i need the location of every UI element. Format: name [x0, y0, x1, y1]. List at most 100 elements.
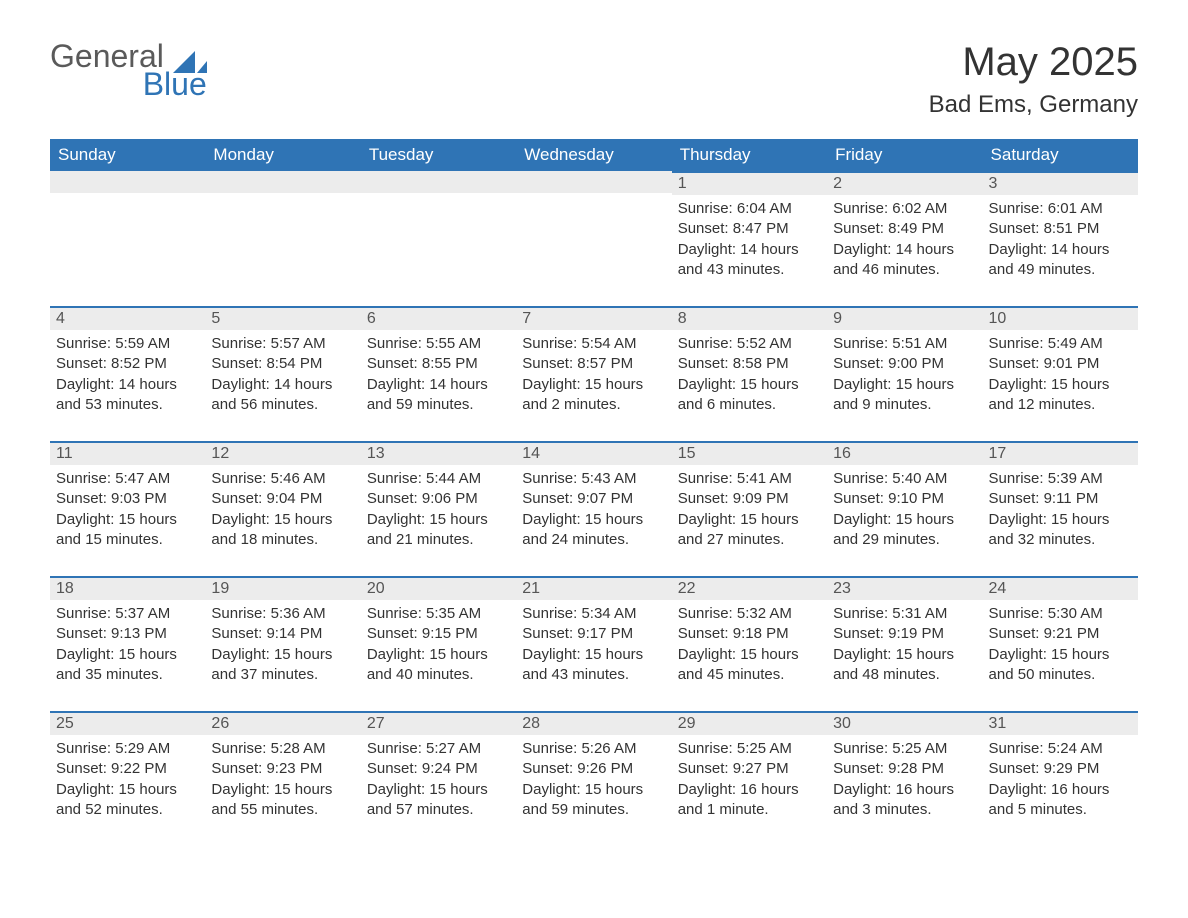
sunset-text: Sunset: 8:49 PM: [833, 219, 976, 239]
day-content: Sunrise: 6:01 AMSunset: 8:51 PMDaylight:…: [983, 195, 1138, 288]
sunset-text: Sunset: 9:11 PM: [989, 489, 1132, 509]
sunrise-text: Sunrise: 5:43 AM: [522, 469, 665, 489]
daylight-text: Daylight: 15 hours and 48 minutes.: [833, 645, 976, 686]
sunset-text: Sunset: 9:24 PM: [367, 759, 510, 779]
day-number: 18: [50, 576, 205, 600]
day-number: 4: [50, 306, 205, 330]
daylight-text: Daylight: 16 hours and 1 minute.: [678, 780, 821, 821]
calendar-cell: 2Sunrise: 6:02 AMSunset: 8:49 PMDaylight…: [827, 171, 982, 306]
calendar-cell: 20Sunrise: 5:35 AMSunset: 9:15 PMDayligh…: [361, 576, 516, 711]
sunrise-text: Sunrise: 5:57 AM: [211, 334, 354, 354]
empty-day-bar: [361, 171, 516, 193]
sunrise-text: Sunrise: 5:59 AM: [56, 334, 199, 354]
day-content: Sunrise: 5:41 AMSunset: 9:09 PMDaylight:…: [672, 465, 827, 558]
calendar-cell: [361, 171, 516, 306]
daylight-text: Daylight: 14 hours and 46 minutes.: [833, 240, 976, 281]
calendar-cell: 21Sunrise: 5:34 AMSunset: 9:17 PMDayligh…: [516, 576, 671, 711]
day-number: 12: [205, 441, 360, 465]
daylight-text: Daylight: 15 hours and 32 minutes.: [989, 510, 1132, 551]
calendar-cell: [516, 171, 671, 306]
day-content: Sunrise: 5:27 AMSunset: 9:24 PMDaylight:…: [361, 735, 516, 828]
daylight-text: Daylight: 15 hours and 40 minutes.: [367, 645, 510, 686]
sunrise-text: Sunrise: 5:37 AM: [56, 604, 199, 624]
calendar-week-row: 25Sunrise: 5:29 AMSunset: 9:22 PMDayligh…: [50, 711, 1138, 846]
sunrise-text: Sunrise: 5:40 AM: [833, 469, 976, 489]
sunset-text: Sunset: 9:27 PM: [678, 759, 821, 779]
logo: General Blue: [50, 40, 207, 100]
day-content: Sunrise: 5:47 AMSunset: 9:03 PMDaylight:…: [50, 465, 205, 558]
sunrise-text: Sunrise: 5:24 AM: [989, 739, 1132, 759]
day-content: Sunrise: 5:32 AMSunset: 9:18 PMDaylight:…: [672, 600, 827, 693]
daylight-text: Daylight: 15 hours and 27 minutes.: [678, 510, 821, 551]
sunrise-text: Sunrise: 5:27 AM: [367, 739, 510, 759]
col-monday: Monday: [205, 139, 360, 171]
sunset-text: Sunset: 8:58 PM: [678, 354, 821, 374]
sunrise-text: Sunrise: 5:39 AM: [989, 469, 1132, 489]
day-content: Sunrise: 6:04 AMSunset: 8:47 PMDaylight:…: [672, 195, 827, 288]
sunset-text: Sunset: 9:14 PM: [211, 624, 354, 644]
daylight-text: Daylight: 15 hours and 57 minutes.: [367, 780, 510, 821]
calendar-body: 1Sunrise: 6:04 AMSunset: 8:47 PMDaylight…: [50, 171, 1138, 846]
logo-flag-icon: [173, 51, 207, 73]
sunset-text: Sunset: 9:04 PM: [211, 489, 354, 509]
title-location: Bad Ems, Germany: [929, 91, 1138, 119]
day-content: Sunrise: 5:43 AMSunset: 9:07 PMDaylight:…: [516, 465, 671, 558]
sunrise-text: Sunrise: 5:51 AM: [833, 334, 976, 354]
day-content: Sunrise: 5:31 AMSunset: 9:19 PMDaylight:…: [827, 600, 982, 693]
day-content: Sunrise: 5:59 AMSunset: 8:52 PMDaylight:…: [50, 330, 205, 423]
sunrise-text: Sunrise: 5:28 AM: [211, 739, 354, 759]
daylight-text: Daylight: 15 hours and 55 minutes.: [211, 780, 354, 821]
sunrise-text: Sunrise: 5:34 AM: [522, 604, 665, 624]
sunset-text: Sunset: 9:23 PM: [211, 759, 354, 779]
daylight-text: Daylight: 15 hours and 45 minutes.: [678, 645, 821, 686]
day-number: 20: [361, 576, 516, 600]
day-number: 19: [205, 576, 360, 600]
sunrise-text: Sunrise: 5:54 AM: [522, 334, 665, 354]
sunrise-text: Sunrise: 5:25 AM: [678, 739, 821, 759]
calendar-table: Sunday Monday Tuesday Wednesday Thursday…: [50, 139, 1138, 846]
sunrise-text: Sunrise: 5:46 AM: [211, 469, 354, 489]
daylight-text: Daylight: 15 hours and 29 minutes.: [833, 510, 976, 551]
daylight-text: Daylight: 15 hours and 2 minutes.: [522, 375, 665, 416]
daylight-text: Daylight: 15 hours and 43 minutes.: [522, 645, 665, 686]
calendar-header-row: Sunday Monday Tuesday Wednesday Thursday…: [50, 139, 1138, 171]
day-content: Sunrise: 5:35 AMSunset: 9:15 PMDaylight:…: [361, 600, 516, 693]
calendar-cell: 18Sunrise: 5:37 AMSunset: 9:13 PMDayligh…: [50, 576, 205, 711]
sunset-text: Sunset: 9:09 PM: [678, 489, 821, 509]
sunset-text: Sunset: 8:57 PM: [522, 354, 665, 374]
sunset-text: Sunset: 9:22 PM: [56, 759, 199, 779]
day-number: 27: [361, 711, 516, 735]
daylight-text: Daylight: 15 hours and 50 minutes.: [989, 645, 1132, 686]
calendar-cell: [205, 171, 360, 306]
day-content: Sunrise: 5:25 AMSunset: 9:27 PMDaylight:…: [672, 735, 827, 828]
day-content: Sunrise: 5:26 AMSunset: 9:26 PMDaylight:…: [516, 735, 671, 828]
day-content: Sunrise: 5:44 AMSunset: 9:06 PMDaylight:…: [361, 465, 516, 558]
calendar-cell: 14Sunrise: 5:43 AMSunset: 9:07 PMDayligh…: [516, 441, 671, 576]
sunrise-text: Sunrise: 6:04 AM: [678, 199, 821, 219]
day-content: Sunrise: 5:46 AMSunset: 9:04 PMDaylight:…: [205, 465, 360, 558]
logo-text: General Blue: [50, 40, 207, 100]
day-number: 7: [516, 306, 671, 330]
day-content: Sunrise: 5:51 AMSunset: 9:00 PMDaylight:…: [827, 330, 982, 423]
calendar-cell: 13Sunrise: 5:44 AMSunset: 9:06 PMDayligh…: [361, 441, 516, 576]
calendar-cell: 6Sunrise: 5:55 AMSunset: 8:55 PMDaylight…: [361, 306, 516, 441]
calendar-cell: 23Sunrise: 5:31 AMSunset: 9:19 PMDayligh…: [827, 576, 982, 711]
sunrise-text: Sunrise: 5:32 AM: [678, 604, 821, 624]
day-content: Sunrise: 5:34 AMSunset: 9:17 PMDaylight:…: [516, 600, 671, 693]
daylight-text: Daylight: 15 hours and 37 minutes.: [211, 645, 354, 686]
calendar-cell: 27Sunrise: 5:27 AMSunset: 9:24 PMDayligh…: [361, 711, 516, 846]
empty-day-bar: [516, 171, 671, 193]
day-number: 11: [50, 441, 205, 465]
sunrise-text: Sunrise: 5:25 AM: [833, 739, 976, 759]
daylight-text: Daylight: 14 hours and 59 minutes.: [367, 375, 510, 416]
calendar-cell: 19Sunrise: 5:36 AMSunset: 9:14 PMDayligh…: [205, 576, 360, 711]
col-thursday: Thursday: [672, 139, 827, 171]
page-header: General Blue May 2025 Bad Ems, Germany: [50, 40, 1138, 119]
calendar-cell: 9Sunrise: 5:51 AMSunset: 9:00 PMDaylight…: [827, 306, 982, 441]
day-content: Sunrise: 5:52 AMSunset: 8:58 PMDaylight:…: [672, 330, 827, 423]
calendar-cell: 17Sunrise: 5:39 AMSunset: 9:11 PMDayligh…: [983, 441, 1138, 576]
daylight-text: Daylight: 15 hours and 24 minutes.: [522, 510, 665, 551]
calendar-cell: 16Sunrise: 5:40 AMSunset: 9:10 PMDayligh…: [827, 441, 982, 576]
day-number: 24: [983, 576, 1138, 600]
sunset-text: Sunset: 9:13 PM: [56, 624, 199, 644]
